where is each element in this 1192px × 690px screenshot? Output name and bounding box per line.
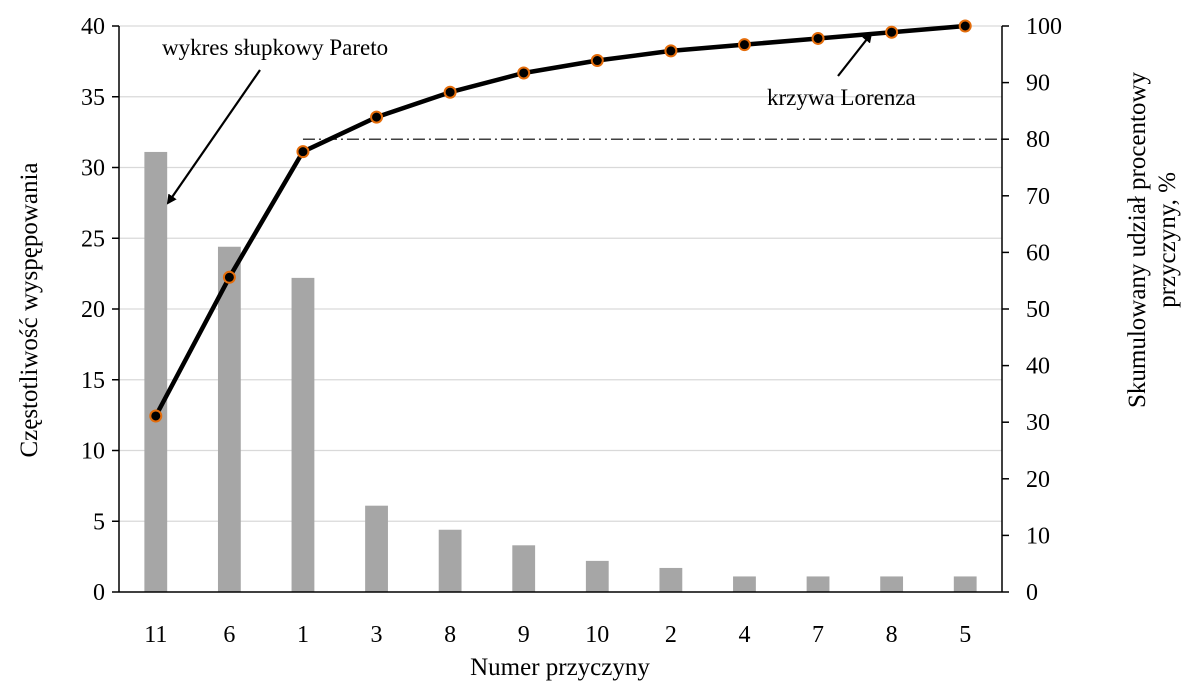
left-axis-title: Częstotliwość wyspępowania (16, 162, 43, 457)
right-tick-label-100: 100 (1026, 14, 1062, 40)
left-tick-label-15: 15 (81, 368, 105, 394)
lorenz-point-3 (370, 110, 384, 124)
x-tick-label-5: 9 (518, 622, 530, 648)
right-tick-label-80: 80 (1026, 127, 1050, 153)
bar-1-2 (291, 277, 315, 592)
right-tick-label-50: 50 (1026, 297, 1050, 323)
bar-6-1 (217, 246, 241, 593)
lorenz-point-1 (222, 270, 236, 284)
axes (112, 25, 1009, 593)
left-tick-label-40: 40 (81, 14, 105, 40)
bar-2-7 (659, 567, 683, 592)
bar-5-11 (953, 576, 977, 592)
left-tick-label-5: 5 (93, 509, 105, 535)
x-tick-label-2: 1 (297, 622, 309, 648)
bar-10-6 (585, 560, 609, 592)
annotation-pareto: wykres słupkowy Pareto (162, 35, 388, 205)
bar-4-8 (733, 576, 756, 592)
bar-11-0 (144, 151, 168, 592)
tick-labels: 11 6 1 3 8 9 10 2 4 7 8 505101520253035400102030405… (81, 14, 1062, 648)
right-tick-label-30: 30 (1026, 410, 1050, 436)
lorenz-point-10 (885, 25, 899, 39)
annotation-pareto-label: wykres słupkowy Pareto (162, 35, 388, 60)
lorenz-point-4 (443, 85, 457, 99)
annotation-lorenz-label: krzywa Lorenza (767, 85, 916, 110)
left-tick-label-30: 30 (81, 156, 105, 182)
x-tick-label-4: 8 (444, 622, 456, 648)
lorenz-curve-line (153, 23, 966, 418)
right-tick-label-10: 10 (1026, 523, 1050, 549)
left-tick-label-20: 20 (81, 297, 105, 323)
x-tick-label-10: 8 (886, 622, 898, 648)
lorenz-point-9 (811, 31, 825, 45)
x-tick-label-11: 5 (959, 622, 971, 648)
lorenz-point-11 (958, 19, 972, 33)
lorenz-point-2 (296, 145, 310, 159)
x-tick-label-1: 6 (223, 622, 235, 648)
lorenz-point-7 (664, 44, 678, 58)
lorenz-point-8 (737, 38, 751, 52)
x-tick-label-0: 11 (144, 622, 167, 648)
x-axis-title: Numer przyczyny (470, 654, 650, 681)
lorenz-curve-series (149, 19, 972, 423)
lorenz-point-6 (590, 54, 604, 68)
x-tick-label-6: 10 (585, 622, 609, 648)
right-tick-label-0: 0 (1026, 580, 1038, 606)
right-tick-label-60: 60 (1026, 240, 1050, 266)
bar-9-5 (512, 545, 536, 592)
right-axis-title-line2: przyczyny, % (1154, 172, 1181, 308)
annotation-pareto-arrow (166, 69, 261, 205)
left-tick-label-35: 35 (81, 85, 105, 111)
bar-series (144, 151, 977, 593)
lorenz-point-5 (517, 66, 531, 80)
x-tick-label-9: 7 (812, 622, 824, 648)
bar-3-3 (365, 505, 388, 592)
right-tick-label-90: 90 (1026, 71, 1050, 97)
bar-8-10 (880, 576, 904, 592)
annotation-lorenz: krzywa Lorenza (767, 32, 916, 110)
right-tick-label-40: 40 (1026, 354, 1050, 380)
x-tick-label-3: 3 (371, 622, 383, 648)
x-tick-label-8: 4 (738, 622, 750, 648)
bar-8-4 (438, 529, 462, 592)
right-tick-label-70: 70 (1026, 184, 1050, 210)
right-axis-title-line1: Skumulowany udział procentowy (1124, 71, 1151, 408)
x-tick-label-7: 2 (665, 622, 677, 648)
annotation-lorenz-arrow (837, 32, 873, 77)
left-tick-label-25: 25 (81, 226, 105, 252)
right-tick-label-20: 20 (1026, 467, 1050, 493)
left-tick-label-0: 0 (93, 580, 105, 606)
gridlines (119, 25, 1002, 522)
left-tick-label-10: 10 (81, 439, 105, 465)
bar-7-9 (806, 576, 830, 592)
lorenz-point-0 (149, 409, 163, 423)
